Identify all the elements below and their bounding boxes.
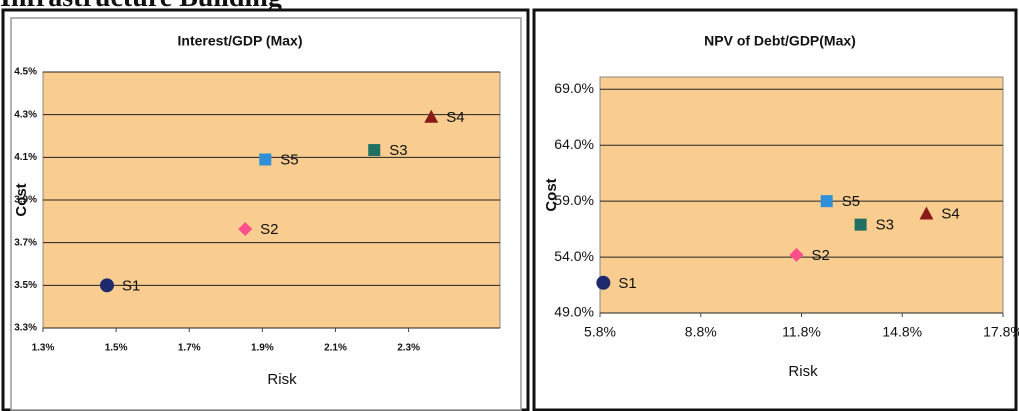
point	[424, 109, 439, 123]
point-label: S5	[842, 193, 860, 210]
y-tick-label: 3.3%	[14, 323, 37, 334]
point-label: S2	[811, 247, 829, 264]
y-tick-label: 3.7%	[14, 237, 37, 248]
chart-title: NPV of Debt/GDP(Max)	[704, 33, 856, 49]
x-axis-label: Risk	[788, 363, 818, 380]
y-tick-label: 4.3%	[14, 109, 37, 120]
point	[368, 144, 381, 157]
y-tick-label: 4.1%	[14, 152, 37, 163]
y-axis-label: Cost	[543, 178, 560, 211]
point-label: S5	[280, 151, 298, 168]
point-label: S4	[446, 109, 464, 126]
chart-title: Interest/GDP (Max)	[178, 33, 303, 49]
point-label: S1	[618, 275, 636, 292]
y-tick-label: 49.0%	[554, 304, 594, 320]
point-label: S3	[876, 217, 894, 234]
point	[596, 275, 611, 290]
point-label: S1	[122, 277, 140, 294]
x-tick-label: 1.3%	[32, 343, 55, 354]
y-tick-label: 59.0%	[554, 192, 594, 208]
point-label: S2	[260, 221, 278, 238]
x-axis-label: Risk	[267, 371, 297, 388]
y-tick-label: 64.0%	[554, 136, 594, 152]
point	[99, 278, 114, 293]
point	[789, 247, 804, 262]
point	[259, 153, 272, 166]
point	[820, 195, 833, 208]
y-tick-label: 3.5%	[14, 280, 37, 291]
x-tick-label: 5.8%	[584, 324, 616, 340]
point	[854, 218, 867, 231]
x-tick-label: 1.9%	[251, 343, 274, 354]
point-label: S3	[389, 142, 407, 159]
y-tick-label: 4.5%	[14, 67, 37, 78]
y-tick-label: 54.0%	[554, 248, 594, 264]
y-tick-label: 3.9%	[14, 195, 37, 206]
y-axis-label: Cost	[13, 183, 30, 216]
point	[919, 206, 934, 220]
x-tick-label: 8.8%	[685, 324, 717, 340]
x-tick-label: 1.7%	[178, 343, 201, 354]
x-tick-label: 1.5%	[105, 343, 128, 354]
point	[238, 222, 253, 237]
x-tick-label: 17.8%	[983, 324, 1019, 340]
x-tick-label: 11.8%	[782, 324, 821, 340]
plot-area	[599, 76, 1004, 314]
x-tick-label: 2.3%	[397, 343, 420, 354]
y-tick-label: 69.0%	[554, 80, 594, 96]
x-tick-label: 14.8%	[882, 324, 922, 340]
x-tick-label: 2.1%	[324, 343, 347, 354]
point-label: S4	[941, 205, 959, 222]
